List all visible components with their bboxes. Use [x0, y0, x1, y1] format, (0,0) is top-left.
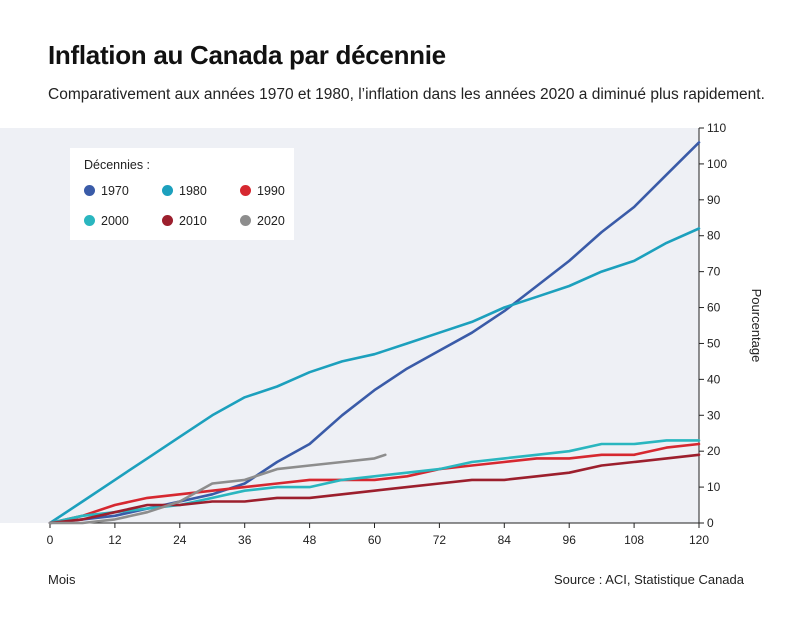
legend-label: 2000 [101, 214, 129, 228]
x-tick-label: 60 [368, 533, 382, 547]
series-line-1990 [48, 442, 701, 525]
y-tick-label: 20 [707, 444, 721, 458]
legend-item-2000: 2000 [84, 214, 129, 228]
legend-title: Décennies : [84, 158, 151, 172]
x-tick-label: 120 [689, 533, 709, 547]
x-axis-unit: Mois [48, 572, 76, 587]
x-tick-label: 12 [108, 533, 122, 547]
legend-dot-icon [162, 215, 173, 226]
x-tick-label: 24 [173, 533, 187, 547]
legend-dot-icon [162, 185, 173, 196]
legend-item-1970: 1970 [84, 184, 129, 198]
x-tick-label: 108 [624, 533, 644, 547]
y-tick-label: 30 [707, 408, 721, 422]
y-tick-label: 100 [707, 157, 727, 171]
legend-dot-icon [240, 185, 251, 196]
legend-item-1980: 1980 [162, 184, 207, 198]
x-tick-label: 84 [498, 533, 512, 547]
legend-label: 1990 [257, 184, 285, 198]
legend-item-2020: 2020 [240, 214, 285, 228]
y-tick-label: 40 [707, 372, 721, 386]
legend-item-2010: 2010 [162, 214, 207, 228]
y-tick-label: 0 [707, 516, 714, 530]
legend-dot-icon [84, 185, 95, 196]
series-line-2020 [48, 453, 387, 525]
x-tick-label: 96 [563, 533, 577, 547]
chart-title: Inflation au Canada par décennie [48, 40, 446, 70]
legend: Décennies : 1970 1980 1990 2000 2010 2020 [70, 148, 294, 240]
x-tick-label: 72 [433, 533, 447, 547]
y-tick-label: 60 [707, 301, 721, 315]
chart-subtitle: Comparativement aux années 1970 et 1980,… [48, 86, 765, 103]
legend-dot-icon [240, 215, 251, 226]
legend-item-1990: 1990 [240, 184, 285, 198]
x-tick-label: 48 [303, 533, 317, 547]
legend-dot-icon [84, 215, 95, 226]
y-tick-label: 70 [707, 265, 721, 279]
series-line-2010 [48, 453, 701, 525]
legend-label: 2010 [179, 214, 207, 228]
y-tick-label: 90 [707, 193, 721, 207]
y-tick-label: 110 [707, 121, 726, 135]
x-tick-label: 0 [47, 533, 54, 547]
legend-label: 1970 [101, 184, 129, 198]
y-axis-label: Pourcentage [749, 289, 764, 363]
series-line-1980 [48, 227, 701, 525]
y-tick-label: 50 [707, 336, 721, 350]
legend-label: 2020 [257, 214, 285, 228]
legend-label: 1980 [179, 184, 207, 198]
y-tick-label: 80 [707, 229, 721, 243]
y-tick-label: 10 [707, 480, 721, 494]
source-note: Source : ACI, Statistique Canada [553, 572, 744, 587]
x-tick-label: 36 [238, 533, 252, 547]
